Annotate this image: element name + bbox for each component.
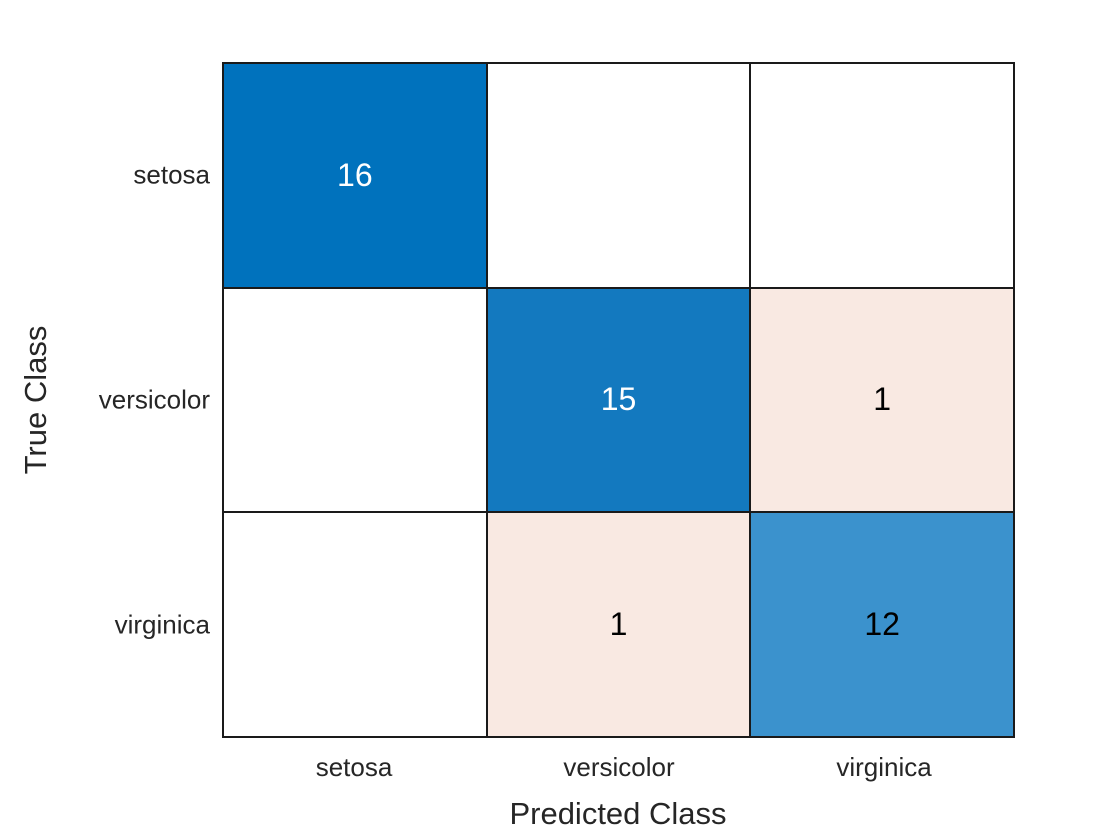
cell-true-virginica-pred-virginica: 12 bbox=[751, 513, 1013, 736]
x-tick-setosa: setosa bbox=[315, 752, 393, 782]
cell-true-virginica-pred-setosa bbox=[224, 513, 486, 736]
cell-true-setosa-pred-virginica bbox=[751, 64, 1013, 287]
cell-true-setosa-pred-versicolor bbox=[487, 64, 750, 287]
y-tick-versicolor: versicolor bbox=[98, 384, 210, 415]
cell-true-setosa-pred-setosa: 16 bbox=[224, 64, 486, 287]
x-axis-title: Predicted Class bbox=[509, 796, 727, 831]
cell-true-versicolor-pred-versicolor: 15 bbox=[487, 288, 750, 512]
y-tick-virginica: virginica bbox=[114, 609, 210, 640]
cell-true-versicolor-pred-setosa bbox=[224, 288, 486, 512]
cell-true-virginica-pred-versicolor: 1 bbox=[487, 513, 750, 736]
x-tick-virginica: virginica bbox=[836, 752, 932, 782]
cell-true-versicolor-pred-virginica: 1 bbox=[751, 288, 1013, 512]
y-tick-setosa: setosa bbox=[133, 159, 210, 190]
x-tick-versicolor: versicolor bbox=[563, 752, 675, 782]
confusion-matrix-grid: 16 15 1 1 12 bbox=[222, 62, 1015, 738]
